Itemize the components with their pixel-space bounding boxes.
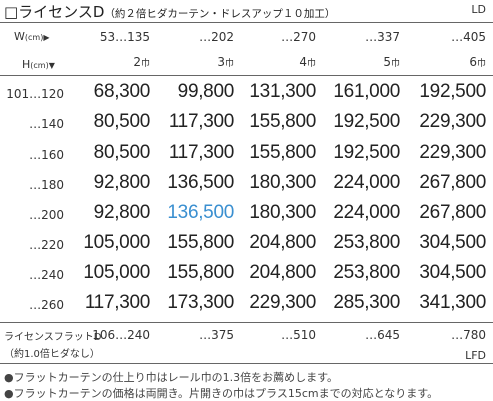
panel-count-header: 2巾 [133, 55, 150, 69]
flat-width-value: …645 [365, 328, 400, 342]
price-cell: 253,800 [333, 262, 400, 283]
note-2: ●フラットカーテンの価格は両開き。片開きの巾はプラス15cmまでの対応となります… [4, 387, 439, 400]
flat-width-value: …375 [199, 328, 234, 342]
price-cell: 117,300 [84, 292, 150, 313]
panel-count-header: 4巾 [299, 55, 316, 69]
width-range-header: …202 [199, 30, 234, 44]
price-table-title: □ライセンスD（約２倍ヒダカーテン・ドレスアップ１０加工） [4, 1, 335, 22]
price-cell: 117,300 [168, 142, 234, 163]
height-range-label: …240 [29, 268, 64, 282]
height-range-label: …160 [29, 148, 64, 162]
price-cell: 92,800 [93, 172, 151, 193]
note-1: ●フラットカーテンの仕上り巾はレール巾の1.3倍をお薦めします。 [4, 371, 338, 384]
price-cell: 304,500 [419, 262, 486, 283]
width-header-label: W(cm)▶ [14, 30, 50, 43]
panel-count-header: 3巾 [217, 55, 234, 69]
price-cell: 105,000 [83, 262, 150, 283]
height-header-label: H(cm)▼ [22, 58, 55, 71]
panel-count-header: 5巾 [383, 55, 400, 69]
price-cell: 229,300 [419, 111, 486, 132]
height-range-label: 101…120 [6, 87, 64, 101]
price-cell: 253,800 [333, 232, 400, 253]
price-cell: 155,800 [167, 262, 234, 283]
price-cell: 267,800 [419, 202, 486, 223]
price-cell: 224,000 [333, 172, 400, 193]
price-cell: 117,300 [168, 111, 234, 132]
price-cell: 80,500 [93, 142, 151, 163]
price-cell: 80,500 [93, 111, 151, 132]
price-cell: 204,800 [249, 232, 316, 253]
flat-product-code: LFD [465, 349, 486, 362]
flat-subtitle: （約1.0倍ヒダなし） [4, 349, 100, 360]
header-bottom-rule [0, 75, 493, 76]
width-range-header: …405 [451, 30, 486, 44]
price-cell: 304,500 [419, 232, 486, 253]
price-cell: 341,300 [419, 292, 486, 313]
product-name: □ライセンスD [4, 3, 105, 21]
price-cell: 155,800 [249, 142, 316, 163]
flat-label: ライセンスフラットD [4, 332, 102, 343]
header-top-rule [0, 22, 493, 23]
price-cell: 192,500 [333, 142, 400, 163]
table-bottom-rule [0, 322, 493, 323]
price-cell: 173,300 [167, 292, 234, 313]
price-cell: 192,500 [333, 111, 400, 132]
price-cell: 224,000 [333, 202, 400, 223]
price-cell: 161,000 [333, 81, 400, 102]
panel-count-header: 6巾 [469, 55, 486, 69]
price-cell: 105,000 [83, 232, 150, 253]
product-subtitle: （約２倍ヒダカーテン・ドレスアップ１０加工） [104, 8, 336, 20]
width-range-header: 53…135 [99, 30, 150, 44]
price-cell: 68,300 [93, 81, 151, 102]
price-cell: 267,800 [419, 172, 486, 193]
height-range-label: …140 [29, 117, 64, 131]
price-cell: 204,800 [249, 262, 316, 283]
price-cell: 285,300 [333, 292, 400, 313]
flat-width-value: 106…240 [92, 328, 150, 342]
price-cell: 99,800 [177, 81, 235, 102]
product-code: LD [471, 3, 486, 16]
price-cell: 136,500 [167, 202, 234, 223]
price-cell: 229,300 [419, 142, 486, 163]
price-cell: 136,500 [167, 172, 234, 193]
width-range-header: …337 [365, 30, 400, 44]
height-range-label: …200 [29, 208, 64, 222]
price-cell: 131,300 [249, 81, 316, 102]
width-range-header: …270 [281, 30, 316, 44]
price-cell: 155,800 [167, 232, 234, 253]
price-cell: 180,300 [249, 172, 316, 193]
height-range-label: …180 [29, 178, 64, 192]
height-range-label: …260 [29, 298, 64, 312]
price-cell: 155,800 [249, 111, 316, 132]
price-cell: 92,800 [93, 202, 151, 223]
flat-width-value: …510 [281, 328, 316, 342]
price-cell: 229,300 [249, 292, 316, 313]
notes-top-rule [0, 363, 493, 364]
price-cell: 180,300 [249, 202, 316, 223]
price-cell: 192,500 [419, 81, 486, 102]
flat-width-value: …780 [451, 328, 486, 342]
height-range-label: …220 [29, 238, 64, 252]
